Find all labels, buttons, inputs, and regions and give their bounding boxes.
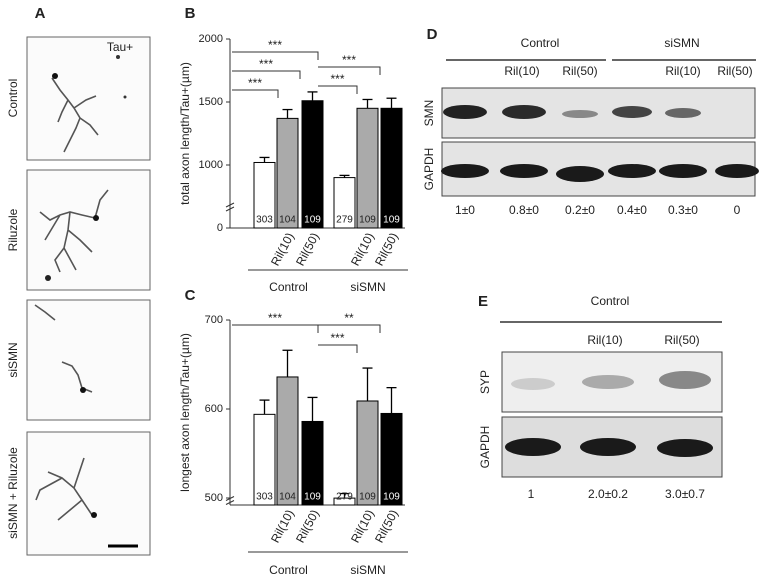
bar — [380, 107, 403, 229]
row-label: siSMN + Riluzole — [6, 447, 20, 539]
y-axis-label: longest axon length/Tau+(µm) — [178, 333, 192, 492]
bar — [333, 497, 356, 506]
y-tick-label: 0 — [217, 222, 223, 234]
bar — [253, 413, 276, 506]
lane-label: Ril(10) — [504, 64, 539, 78]
count-label: 303 — [256, 492, 273, 503]
significance-label: *** — [342, 53, 356, 67]
count-label: 109 — [304, 492, 321, 503]
lane-label: Ril(50) — [562, 64, 597, 78]
lane-label: Ril(50) — [717, 64, 752, 78]
y-tick-label: 1500 — [199, 96, 223, 108]
row-label: Control — [6, 79, 20, 118]
lane-label: Ril(50) — [664, 333, 699, 347]
significance-label: *** — [268, 38, 282, 52]
bar — [276, 117, 299, 229]
panel-letter: D — [427, 26, 438, 43]
y-tick-label: 500 — [205, 492, 223, 504]
group-label: Control — [521, 36, 560, 50]
significance-label: *** — [259, 57, 273, 71]
row-label: Riluzole — [6, 208, 20, 251]
group-label: siSMN — [350, 280, 385, 294]
row-label: SMN — [422, 100, 436, 127]
quantification: 3.0±0.7 — [665, 487, 705, 501]
quantification: 2.0±0.2 — [588, 487, 628, 501]
group-label: siSMN — [350, 563, 385, 577]
lane-label: Ril(10) — [665, 64, 700, 78]
bar — [356, 400, 379, 506]
quantification: 0.4±0 — [617, 203, 647, 217]
panel-letter: C — [185, 287, 196, 304]
blot — [501, 351, 723, 478]
significance-bracket — [318, 85, 358, 94]
x-tick-label: Ril(50) — [293, 230, 322, 268]
row-label: SYP — [478, 370, 492, 394]
significance-label: *** — [330, 331, 344, 345]
lane-label: Ril(10) — [587, 333, 622, 347]
count-label: 104 — [279, 492, 296, 503]
x-tick-label: Ril(50) — [293, 507, 322, 545]
blot — [441, 87, 759, 197]
panel-letter: E — [478, 293, 488, 310]
bar — [276, 376, 299, 506]
y-tick-label: 2000 — [199, 33, 223, 45]
row-label: siSMN — [6, 342, 20, 377]
group-label: Control — [269, 563, 308, 577]
significance-bracket — [318, 344, 358, 353]
group-label: Control — [591, 294, 630, 308]
quantification: 0.2±0 — [565, 203, 595, 217]
count-label: 109 — [383, 215, 400, 226]
significance-label: ** — [344, 311, 354, 325]
marker-label: Tau+ — [107, 40, 133, 54]
bar — [333, 177, 356, 229]
count-label: 109 — [359, 492, 376, 503]
bar — [356, 107, 379, 229]
significance-label: *** — [330, 72, 344, 86]
x-tick-label: Ril(50) — [372, 507, 401, 545]
y-tick-label: 600 — [205, 403, 223, 415]
count-label: 279 — [336, 492, 353, 503]
axis-break — [225, 202, 235, 212]
bar — [301, 100, 324, 229]
count-label: 303 — [256, 215, 273, 226]
row-label: GAPDH — [478, 426, 492, 469]
count-label: 109 — [359, 215, 376, 226]
group-label: siSMN — [664, 36, 699, 50]
count-label: 109 — [304, 215, 321, 226]
quantification: 0 — [734, 203, 741, 217]
count-label: 279 — [336, 215, 353, 226]
significance-bracket — [232, 89, 279, 98]
x-tick-label: Ril(50) — [372, 230, 401, 268]
significance-label: *** — [268, 311, 282, 325]
y-tick-label: 700 — [205, 314, 223, 326]
quantification: 1 — [528, 487, 535, 501]
significance-bracket — [232, 324, 319, 333]
bar — [380, 412, 403, 506]
bar — [301, 420, 324, 506]
panel-letter: B — [185, 5, 196, 22]
row-label: GAPDH — [422, 148, 436, 191]
significance-bracket — [232, 70, 301, 79]
count-label: 109 — [383, 492, 400, 503]
quantification: 1±0 — [455, 203, 475, 217]
quantification: 0.8±0 — [509, 203, 539, 217]
y-axis-label: total axon length/Tau+(µm) — [178, 62, 192, 205]
micrograph — [26, 36, 151, 556]
significance-bracket — [232, 51, 319, 60]
group-label: Control — [269, 280, 308, 294]
significance-bracket — [318, 66, 381, 75]
bar — [253, 161, 276, 229]
panel-letter: A — [35, 5, 46, 22]
quantification: 0.3±0 — [668, 203, 698, 217]
y-tick-label: 1000 — [199, 159, 223, 171]
significance-bracket — [318, 324, 381, 333]
count-label: 104 — [279, 215, 296, 226]
significance-label: *** — [248, 76, 262, 90]
